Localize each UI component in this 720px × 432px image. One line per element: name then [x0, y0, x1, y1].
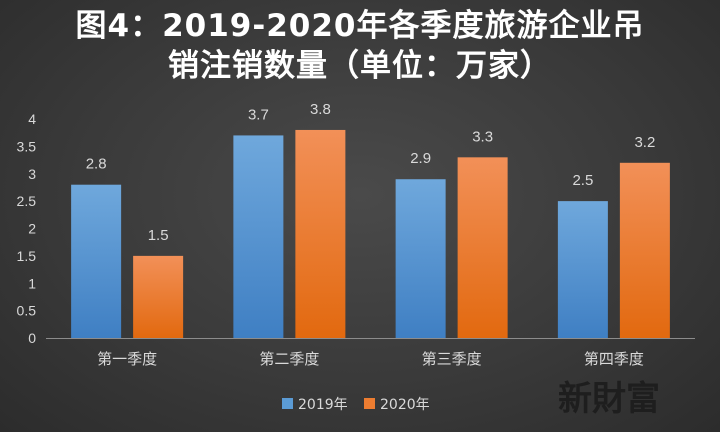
bar-2020-q3 [457, 157, 508, 338]
legend-label: 2020年 [380, 397, 430, 413]
y-tick-label: 3.5 [17, 138, 37, 154]
y-tick-label: 1.5 [17, 248, 37, 264]
watermark-logo: 新財富 [558, 379, 660, 419]
bar-2020-q2 [295, 129, 346, 338]
data-label: 3.3 [472, 128, 493, 145]
legend-label: 2019年 [298, 397, 348, 413]
data-label: 3.7 [248, 106, 269, 123]
chart-title-line1: 图4：2019-2020年各季度旅游企业吊 [75, 8, 645, 44]
bar-2019-q1 [71, 184, 122, 338]
y-tick-label: 1 [28, 275, 36, 291]
chart-title-line2: 销注销数量（单位：万家） [168, 48, 552, 84]
x-category-label: 第三季度 [422, 350, 482, 368]
x-category-label: 第四季度 [584, 350, 644, 368]
y-tick-label: 0 [28, 330, 36, 346]
x-category-label: 第一季度 [97, 350, 157, 368]
bar-2019-q2 [233, 135, 284, 338]
chart-title: 图4：2019-2020年各季度旅游企业吊 销注销数量（单位：万家） [0, 6, 720, 86]
y-tick-label: 2.5 [17, 193, 37, 209]
data-label: 1.5 [148, 227, 169, 244]
data-labels: 2.8 1.5 3.7 3.8 2.9 3.3 2.5 3.2 [86, 101, 656, 244]
bars [71, 129, 670, 338]
bar-2020-q1 [133, 255, 184, 338]
y-tick-label: 4 [28, 111, 36, 127]
data-label: 2.8 [86, 156, 107, 173]
x-axis: 第一季度 第二季度 第三季度 第四季度 [46, 338, 695, 368]
bar-2019-q3 [395, 179, 446, 338]
data-label: 3.2 [634, 134, 655, 151]
y-tick-label: 2 [28, 221, 36, 237]
data-label: 2.9 [410, 150, 431, 167]
data-label: 2.5 [572, 172, 593, 189]
x-category-label: 第二季度 [259, 350, 319, 368]
legend-swatch-2020 [364, 398, 375, 409]
y-tick-label: 3 [28, 166, 36, 182]
bar-2019-q4 [557, 201, 608, 338]
y-axis: 0 0.5 1 1.5 2 2.5 3 3.5 4 [17, 111, 37, 346]
y-tick-label: 0.5 [17, 303, 37, 319]
legend: 2019年 2020年 [282, 397, 430, 413]
bar-2020-q4 [619, 162, 670, 338]
data-label: 3.8 [310, 101, 331, 118]
legend-swatch-2019 [282, 398, 293, 409]
